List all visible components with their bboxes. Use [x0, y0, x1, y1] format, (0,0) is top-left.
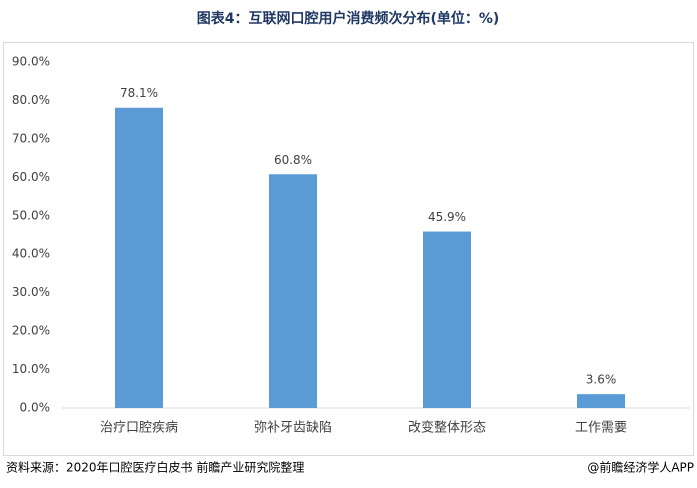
value-label: 78.1% — [120, 86, 158, 100]
y-tick-label: 10.0% — [12, 362, 50, 376]
bar — [115, 107, 163, 408]
y-tick-label: 40.0% — [12, 247, 50, 261]
x-tick-label: 改变整体形态 — [408, 420, 486, 436]
y-tick-label: 30.0% — [12, 285, 50, 299]
y-tick-label: 60.0% — [12, 170, 50, 184]
bar — [577, 394, 625, 408]
y-tick-label: 20.0% — [12, 324, 50, 338]
y-tick-label: 80.0% — [12, 93, 50, 107]
chart-frame — [3, 42, 694, 456]
y-tick-label: 70.0% — [12, 131, 50, 145]
y-tick-label: 90.0% — [12, 55, 50, 69]
source-note: 资料来源：2020年口腔医疗白皮书 前瞻产业研究院整理 — [6, 460, 304, 475]
value-label: 45.9% — [428, 210, 466, 224]
value-label: 3.6% — [586, 373, 617, 387]
bar — [423, 231, 471, 408]
y-tick-label: 0.0% — [20, 401, 51, 415]
credit: @前瞻经济学人APP — [587, 460, 694, 475]
x-tick-label: 工作需要 — [575, 421, 627, 436]
bar — [269, 174, 317, 408]
y-tick-label: 50.0% — [12, 208, 50, 222]
chart-title: 图表4：互联网口腔用户消费频次分布(单位：%) — [197, 10, 500, 27]
x-tick-label: 弥补牙齿缺陷 — [254, 420, 332, 436]
value-label: 60.8% — [274, 153, 312, 167]
x-tick-label: 治疗口腔疾病 — [100, 421, 178, 436]
